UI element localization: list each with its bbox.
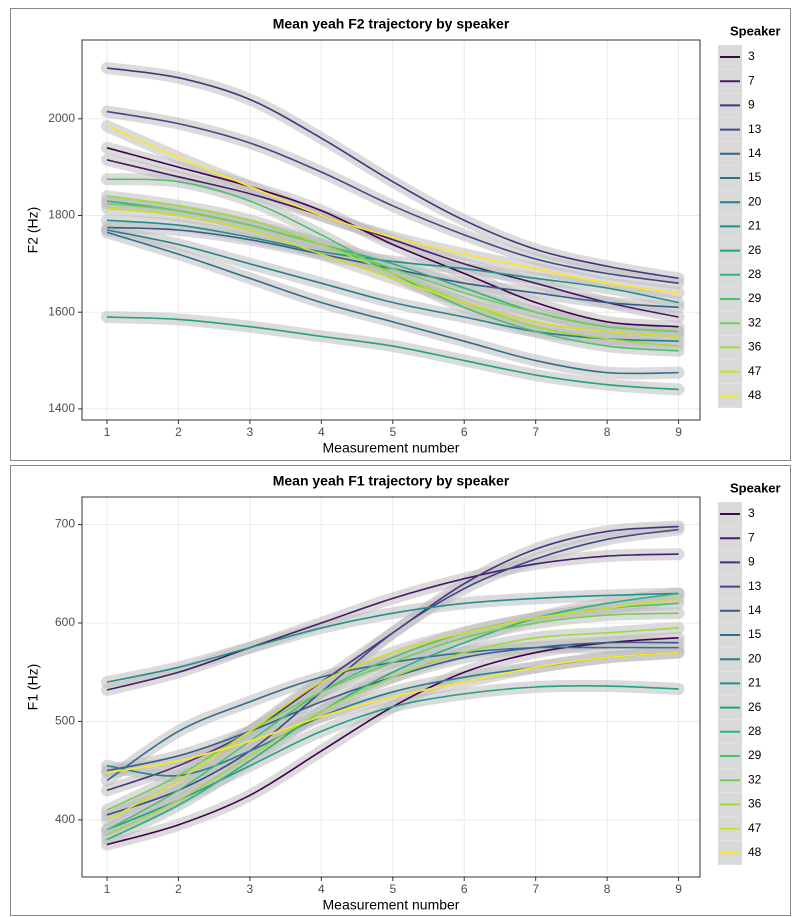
- legend-label: 21: [748, 676, 762, 690]
- legend-label: 13: [748, 122, 762, 136]
- x-axis-title: Measurement number: [323, 897, 460, 913]
- x-tick-label: 5: [389, 425, 396, 439]
- legend-label: 20: [748, 651, 762, 665]
- legend-label: 20: [748, 194, 762, 208]
- chart-title: Mean yeah F1 trajectory by speaker: [273, 473, 510, 489]
- series-line: [106, 67, 679, 280]
- legend-label: 36: [748, 340, 762, 354]
- y-tick-label: 1800: [48, 208, 75, 222]
- legend-label: 36: [748, 797, 762, 811]
- series-line: [106, 229, 679, 342]
- series-line: [106, 316, 679, 391]
- y-axis-title: F1 (Hz): [25, 664, 41, 711]
- series-line: [106, 202, 679, 333]
- legend-label: 15: [748, 627, 762, 641]
- legend-label: 14: [748, 146, 762, 160]
- legend-label: 29: [748, 291, 762, 305]
- y-tick-label: 1600: [48, 304, 75, 318]
- legend-title: Speaker: [730, 480, 781, 495]
- legend-label: 3: [748, 49, 755, 63]
- series-line: [106, 207, 679, 338]
- y-tick-label: 400: [55, 812, 75, 826]
- legend-label: 28: [748, 267, 762, 281]
- legend-label: 15: [748, 170, 762, 184]
- x-tick-label: 3: [247, 882, 254, 896]
- x-tick-label: 4: [318, 882, 325, 896]
- x-tick-label: 4: [318, 425, 325, 439]
- series-line: [106, 231, 679, 375]
- x-tick-label: 2: [175, 882, 182, 896]
- panel-frame: [10, 8, 791, 461]
- legend-label: 14: [748, 603, 762, 617]
- x-axis-title: Measurement number: [323, 440, 460, 456]
- y-tick-label: 500: [55, 714, 75, 728]
- panel-frame: [10, 465, 791, 916]
- y-axis-title: F2 (Hz): [25, 207, 41, 254]
- series-line: [106, 110, 679, 284]
- legend-label: 32: [748, 315, 762, 329]
- legend-label: 13: [748, 579, 762, 593]
- series-line: [106, 195, 679, 347]
- x-tick-label: 5: [389, 882, 396, 896]
- x-tick-label: 6: [461, 882, 468, 896]
- legend-label: 47: [748, 821, 762, 835]
- series-line: [106, 553, 679, 691]
- legend-label: 26: [748, 243, 762, 257]
- series-line: [106, 627, 679, 836]
- legend-label: 48: [748, 845, 762, 859]
- legend-label: 3: [748, 506, 755, 520]
- legend-label: 26: [748, 700, 762, 714]
- x-tick-label: 7: [532, 882, 539, 896]
- legend-label: 7: [748, 73, 755, 87]
- y-tick-label: 600: [55, 615, 75, 629]
- legend-title: Speaker: [730, 23, 781, 38]
- x-tick-label: 3: [247, 425, 254, 439]
- series-line: [106, 651, 679, 774]
- series-line: [106, 219, 679, 304]
- series-line: [106, 159, 679, 318]
- x-tick-label: 8: [604, 882, 611, 896]
- series-line: [106, 612, 679, 811]
- series-line: [106, 685, 679, 831]
- y-tick-label: 1400: [48, 401, 75, 415]
- legend-label: 21: [748, 219, 762, 233]
- legend-label: 32: [748, 772, 762, 786]
- legend-label: 47: [748, 364, 762, 378]
- x-tick-label: 9: [675, 425, 682, 439]
- legend-label: 29: [748, 748, 762, 762]
- y-tick-label: 700: [55, 517, 75, 531]
- series-line: [106, 147, 679, 328]
- legend-label: 9: [748, 98, 755, 112]
- legend-label: 9: [748, 555, 755, 569]
- series-line: [106, 592, 679, 683]
- x-tick-label: 6: [461, 425, 468, 439]
- x-tick-label: 2: [175, 425, 182, 439]
- series-line: [106, 528, 679, 816]
- plot-border: [81, 39, 701, 421]
- legend-label: 48: [748, 388, 762, 402]
- legend-label: 28: [748, 724, 762, 738]
- x-tick-label: 1: [104, 425, 111, 439]
- series-line: [106, 125, 679, 294]
- y-tick-label: 2000: [48, 111, 75, 125]
- series-line: [106, 597, 679, 821]
- legend-label: 7: [748, 530, 755, 544]
- x-tick-label: 8: [604, 425, 611, 439]
- plot-border: [81, 496, 701, 878]
- x-tick-label: 1: [104, 882, 111, 896]
- x-tick-label: 9: [675, 882, 682, 896]
- x-tick-label: 7: [532, 425, 539, 439]
- chart-title: Mean yeah F2 trajectory by speaker: [273, 16, 510, 32]
- series-line: [106, 592, 679, 841]
